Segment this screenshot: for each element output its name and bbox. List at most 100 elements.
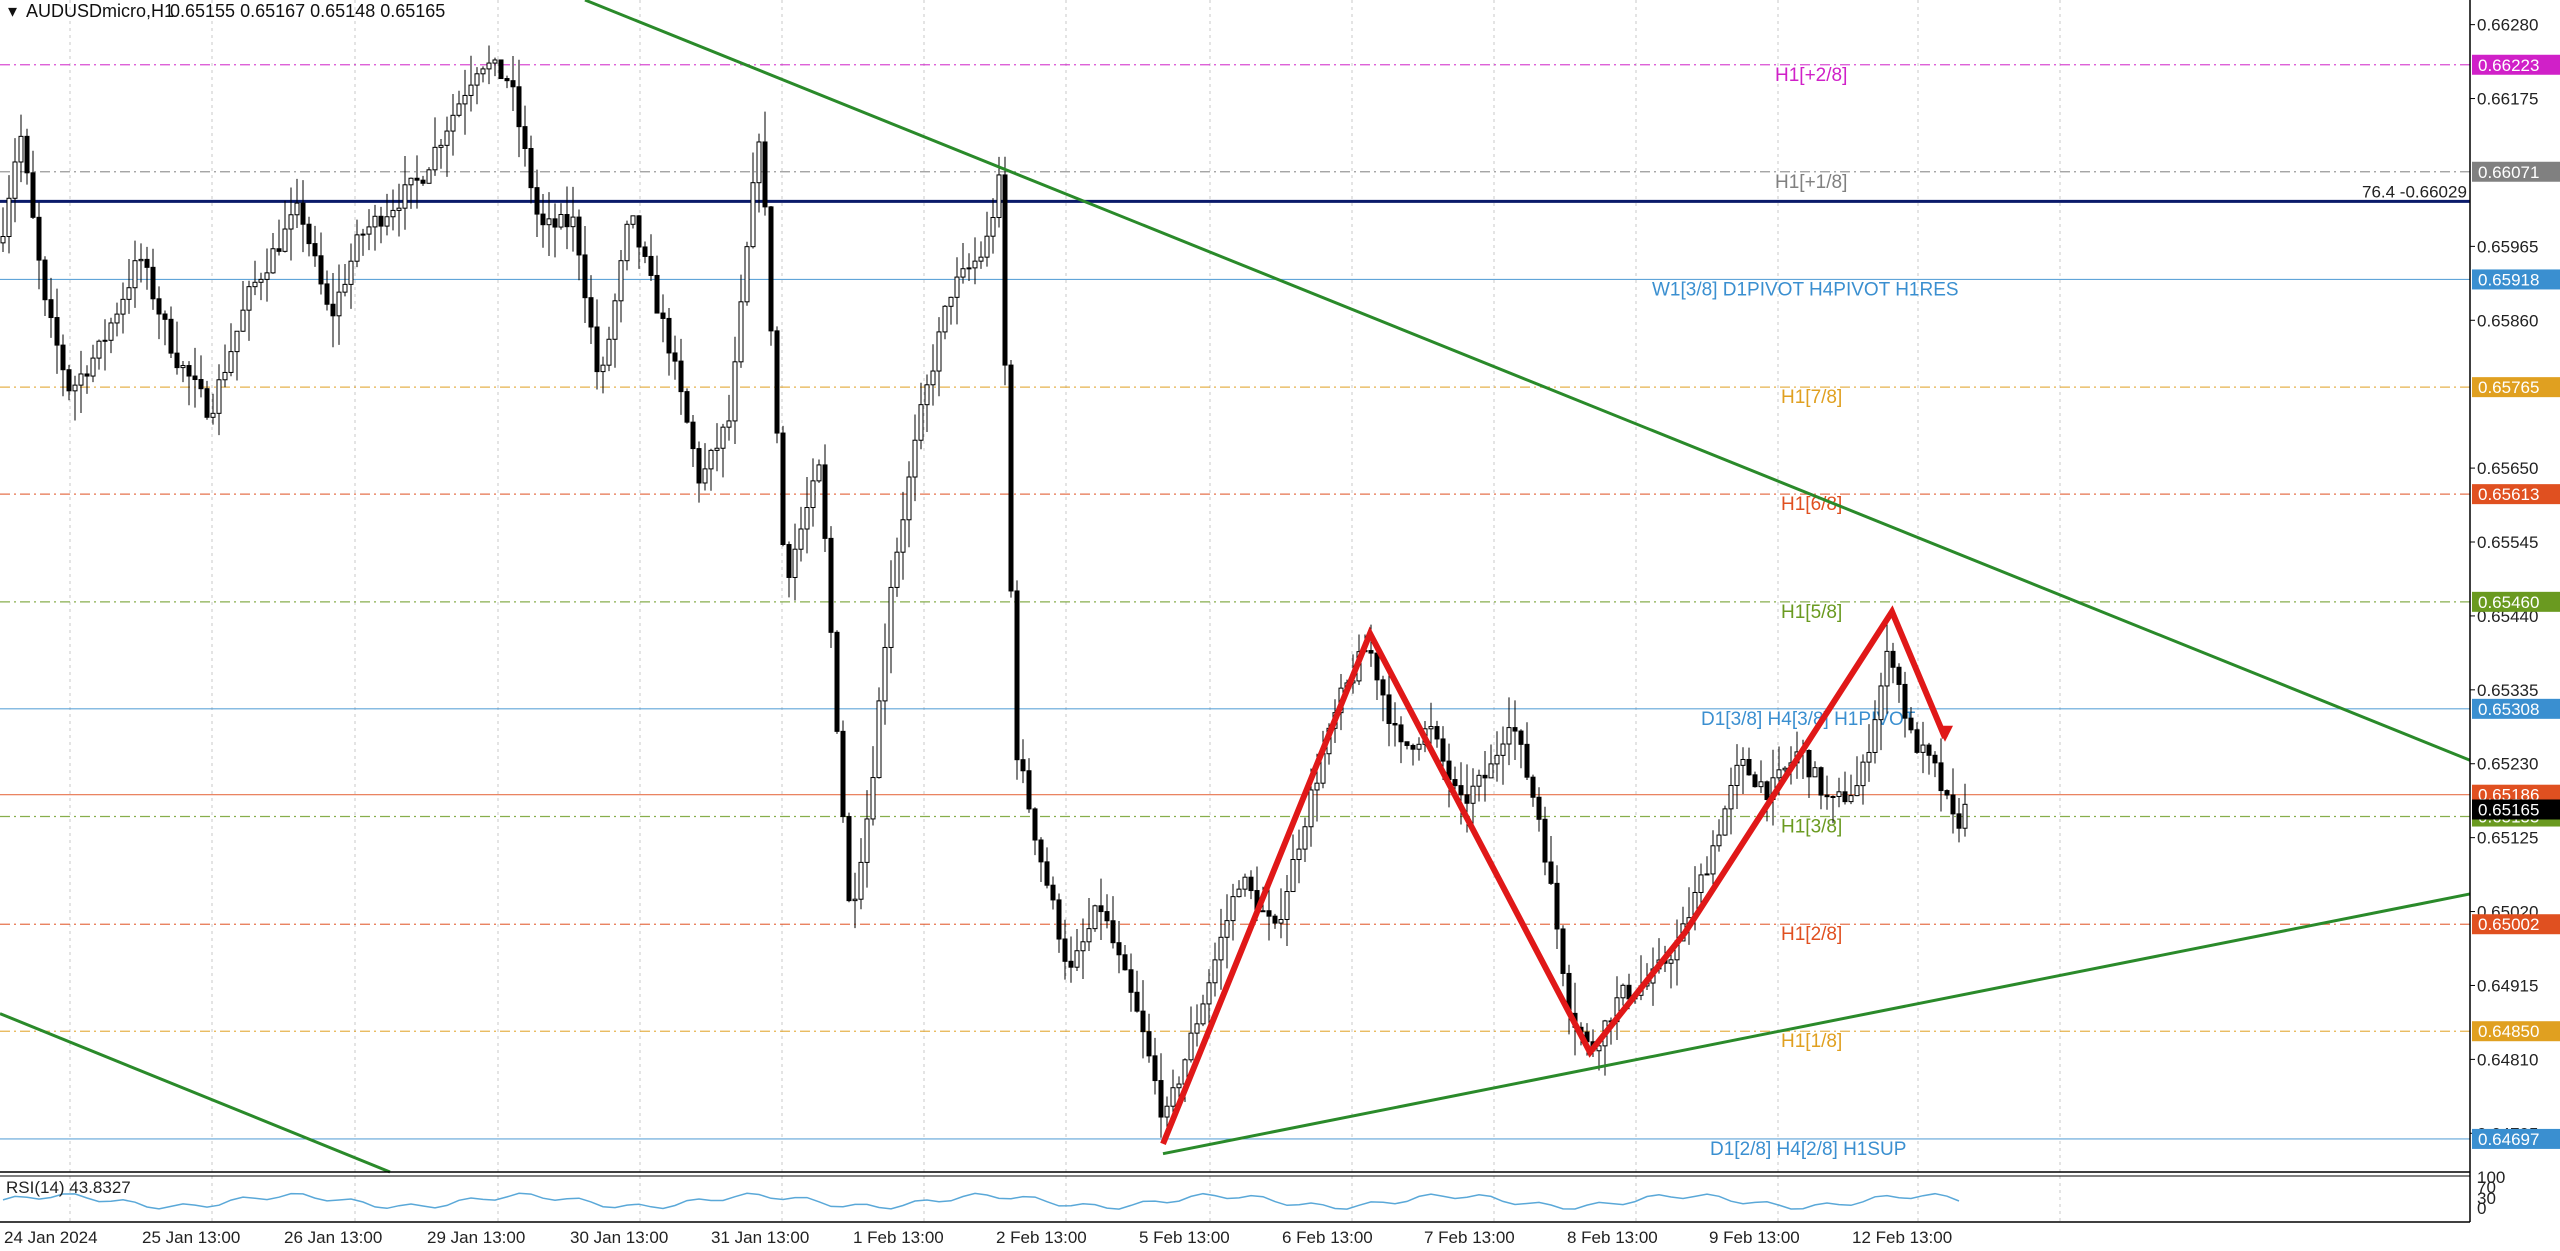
y-tick-label: 0.65230: [2477, 755, 2538, 774]
candle-body: [1152, 1055, 1158, 1082]
candle-body: [1026, 770, 1032, 810]
symbol-menu-icon[interactable]: ▾: [8, 1, 17, 21]
candle-body: [432, 146, 438, 171]
candle-body: [750, 182, 756, 248]
candle-body: [216, 379, 222, 414]
candle-body: [1740, 758, 1746, 766]
candle-body: [252, 281, 258, 288]
candle-body: [276, 248, 282, 252]
upper-trendline[interactable]: [584, 0, 2471, 762]
candle-body: [1398, 724, 1404, 743]
candle-body: [66, 369, 72, 392]
price-level-label: H1[1/8]: [1781, 1031, 1842, 1052]
candle-body: [1434, 726, 1440, 740]
candle-body: [30, 172, 36, 218]
candle-body: [1176, 1083, 1182, 1089]
rsi-scale-label: 30: [2477, 1189, 2496, 1208]
candle-body: [612, 300, 618, 340]
candle-body: [156, 298, 162, 315]
candle-body: [354, 234, 360, 262]
rsi-scale-label: 100: [2477, 1168, 2505, 1187]
zigzag-pattern[interactable]: [1160, 605, 1953, 1145]
candle-body: [1518, 730, 1524, 745]
candle-body: [1386, 694, 1392, 724]
candle-body: [942, 305, 948, 333]
candle-body: [966, 267, 972, 270]
candle-body: [1860, 761, 1866, 787]
candle-body: [780, 432, 786, 546]
candle-body: [1272, 915, 1278, 924]
price-level-label: H1[+1/8]: [1775, 172, 1847, 193]
candle-body: [1116, 942, 1122, 956]
candle-body: [774, 330, 780, 434]
price-level-tag-label: 0.65002: [2478, 915, 2539, 934]
candle-body: [1494, 754, 1500, 765]
candle-body: [1218, 936, 1224, 961]
candle-body: [690, 421, 696, 450]
candle-body: [1824, 794, 1830, 798]
candle-body: [900, 519, 906, 553]
candle-body: [1134, 991, 1140, 1012]
candle-body: [312, 243, 318, 257]
price-level-tag: [2472, 1021, 2560, 1042]
y-tick-label: 0.65545: [2477, 533, 2538, 552]
zigzag-line[interactable]: [1160, 605, 1948, 1145]
candle-body: [1146, 1031, 1152, 1057]
candle-body: [504, 78, 510, 82]
candle-body: [1044, 861, 1050, 886]
grid: [69, 0, 2061, 1222]
candle-body: [1440, 738, 1446, 762]
candle-body: [138, 258, 144, 262]
candle-body: [510, 80, 516, 88]
candle-body: [78, 373, 84, 386]
candle-body: [738, 301, 744, 363]
lower-trendline[interactable]: [1162, 892, 2471, 1156]
candle-body: [696, 448, 702, 484]
old-trendline[interactable]: [0, 1012, 391, 1174]
candle-body: [228, 351, 234, 373]
candle-body: [198, 379, 204, 390]
candle-body: [1746, 758, 1752, 776]
candle-body: [1668, 959, 1674, 964]
candle-body: [642, 246, 648, 257]
price-level-tag: [2472, 591, 2560, 612]
candle-body: [1098, 905, 1104, 913]
candle-body: [348, 260, 354, 285]
candle-body: [972, 260, 978, 269]
candle-body: [1710, 845, 1716, 875]
candle-body: [1734, 764, 1740, 786]
candle-body: [1500, 743, 1506, 756]
x-tick-label: 24 Jan 2024: [4, 1228, 98, 1247]
candle-body: [1002, 174, 1008, 366]
candle-body: [1956, 813, 1962, 829]
candle-body: [876, 700, 882, 779]
candle-body: [342, 283, 348, 293]
candle-body: [126, 287, 132, 300]
candle-body: [486, 62, 492, 70]
candle-body: [36, 216, 42, 261]
candle-body: [1620, 984, 1626, 999]
candle-body: [600, 364, 606, 373]
candle-body: [1812, 767, 1818, 778]
candle-body: [1890, 650, 1896, 668]
candle-body: [72, 384, 78, 392]
rsi-scale-label: 0: [2477, 1199, 2486, 1218]
candle-body: [1110, 920, 1116, 944]
price-level-tag-label: 0.65918: [2478, 270, 2539, 289]
price-level-label: W1[3/8] D1PIVOT H4PIVOT H1RES: [1652, 279, 1959, 300]
candle-body: [1290, 859, 1296, 893]
x-tick-label: 9 Feb 13:00: [1709, 1228, 1800, 1247]
candle-body: [996, 174, 1002, 219]
candle-body: [576, 216, 582, 256]
candle-body: [798, 528, 804, 550]
price-level-tag: [2472, 161, 2560, 182]
trendlines[interactable]: [0, 0, 2471, 1174]
candle-body: [1854, 785, 1860, 797]
price-level-tag: [2472, 269, 2560, 290]
candle-body: [1080, 941, 1086, 952]
candle-body: [108, 322, 114, 341]
candle-body: [234, 330, 240, 353]
candle-body: [726, 420, 732, 428]
candle-body: [222, 371, 228, 381]
